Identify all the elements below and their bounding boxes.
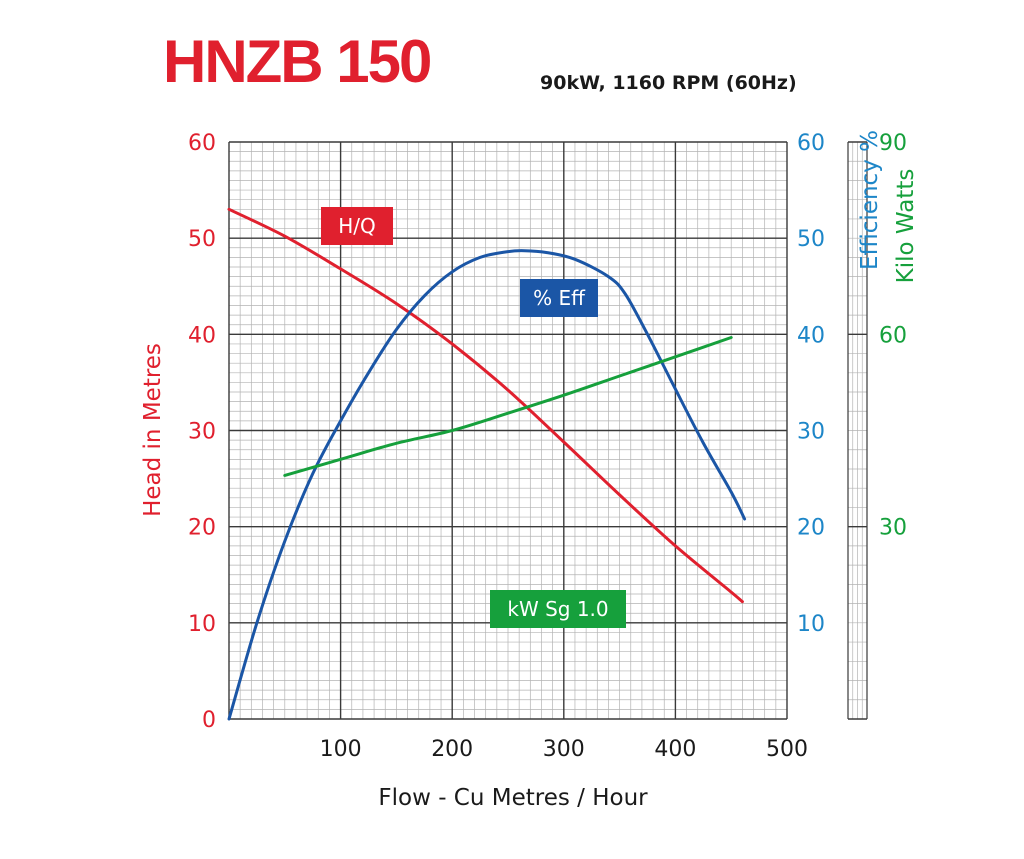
tick-label-layer: 100 200 300 400 500 0 10 20 30 40 50 60 10 20 30 40 50 60… (188, 131, 907, 762)
x-tick-label: 500 (766, 737, 808, 762)
chart-title: HNZB 150 (163, 28, 432, 95)
x-tick-label: 200 (431, 737, 473, 762)
head-tick-label: 50 (188, 227, 216, 252)
head-tick-label: 20 (188, 516, 216, 541)
series-label: % Eff (520, 279, 598, 317)
efficiency-tick-label: 30 (797, 420, 825, 445)
series-line-eff (227, 249, 747, 721)
efficiency-tick-label: 50 (797, 227, 825, 252)
series-label-text: % Eff (533, 286, 586, 310)
series-label: kW Sg 1.0 (490, 590, 626, 628)
head-tick-label: 0 (202, 708, 216, 733)
head-tick-label: 60 (188, 131, 216, 156)
kilowatts-tick-label: 90 (879, 131, 907, 156)
head-tick-label: 10 (188, 612, 216, 637)
series-label-layer: H/Q % Eff kW Sg 1.0 (321, 207, 626, 628)
efficiency-tick-label: 60 (797, 131, 825, 156)
efficiency-tick-label: 20 (797, 516, 825, 541)
series-layer (227, 207, 747, 721)
x-tick-label: 400 (654, 737, 696, 762)
series-line-h-q (227, 207, 744, 604)
series-label-box (520, 279, 598, 317)
head-axis-label: Head in Metres (140, 343, 166, 517)
kilowatts-axis-label: Kilo Watts (893, 169, 919, 284)
series-label-box (321, 207, 393, 245)
kw-scale-minor-gridlines (848, 142, 867, 719)
x-tick-label: 100 (320, 737, 362, 762)
efficiency-tick-label: 40 (797, 323, 825, 348)
kilowatts-tick-label: 30 (879, 516, 907, 541)
series-line-kw-sg-1-0 (283, 336, 733, 477)
series-label-text: H/Q (338, 214, 376, 238)
kilowatts-tick-label: 60 (879, 323, 907, 348)
head-tick-label: 30 (188, 420, 216, 445)
x-tick-label: 300 (543, 737, 585, 762)
series-label-box (490, 590, 626, 628)
kw-scale-major-gridlines (847, 141, 868, 720)
x-axis-label: Flow - Cu Metres / Hour (378, 785, 648, 811)
chart-subtitle: 90kW, 1160 RPM (60Hz) (540, 72, 797, 94)
head-tick-label: 40 (188, 323, 216, 348)
series-label: H/Q (321, 207, 393, 245)
series-label-text: kW Sg 1.0 (507, 597, 608, 621)
efficiency-axis-label: Efficiency % (857, 130, 883, 270)
efficiency-tick-label: 10 (797, 612, 825, 637)
